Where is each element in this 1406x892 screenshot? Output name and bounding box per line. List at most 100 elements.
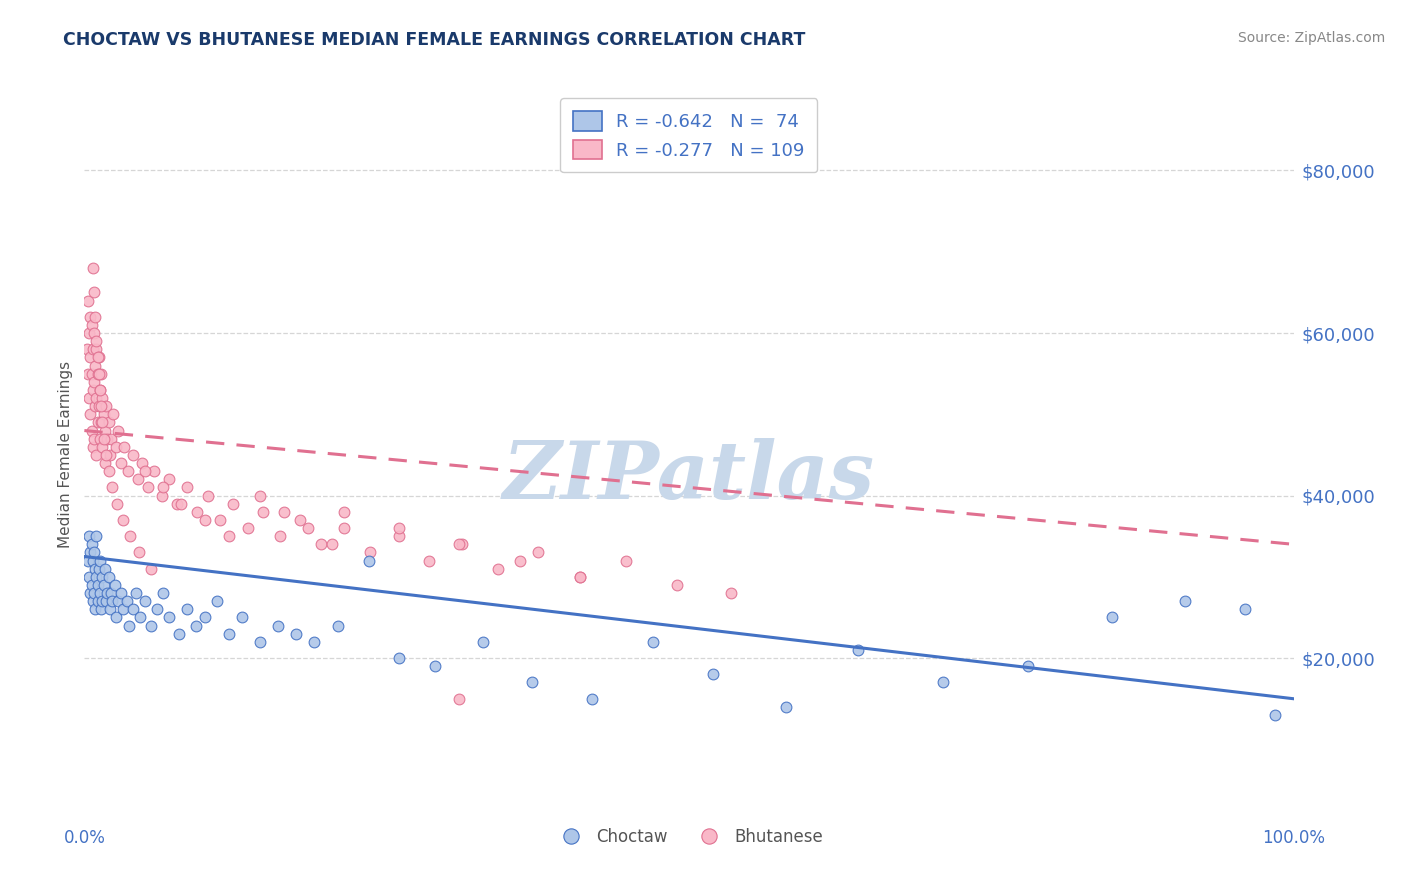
Point bbox=[86, 334, 108, 348]
Point bbox=[932, 675, 955, 690]
Point bbox=[118, 618, 141, 632]
Point bbox=[94, 562, 117, 576]
Point bbox=[105, 497, 128, 511]
Point bbox=[79, 351, 101, 365]
Point bbox=[288, 513, 311, 527]
Point bbox=[90, 367, 112, 381]
Point bbox=[1101, 610, 1123, 624]
Point bbox=[96, 586, 118, 600]
Point bbox=[86, 391, 108, 405]
Point bbox=[143, 464, 166, 478]
Point bbox=[84, 562, 107, 576]
Point bbox=[100, 432, 122, 446]
Point bbox=[90, 416, 112, 430]
Point bbox=[83, 432, 105, 446]
Point bbox=[194, 513, 217, 527]
Point bbox=[333, 505, 356, 519]
Point bbox=[83, 375, 105, 389]
Point bbox=[112, 513, 135, 527]
Point bbox=[1174, 594, 1197, 608]
Point bbox=[121, 602, 143, 616]
Point bbox=[134, 594, 156, 608]
Point bbox=[93, 578, 115, 592]
Point bbox=[129, 610, 152, 624]
Point bbox=[249, 635, 271, 649]
Point bbox=[82, 594, 104, 608]
Point bbox=[418, 553, 440, 567]
Point bbox=[117, 464, 139, 478]
Point bbox=[91, 570, 114, 584]
Point bbox=[665, 578, 688, 592]
Point bbox=[89, 432, 111, 446]
Point bbox=[83, 586, 105, 600]
Point bbox=[581, 691, 603, 706]
Point bbox=[91, 440, 114, 454]
Point bbox=[176, 480, 198, 494]
Point bbox=[91, 391, 114, 405]
Point bbox=[86, 351, 108, 365]
Point bbox=[77, 570, 100, 584]
Point bbox=[79, 407, 101, 421]
Point bbox=[449, 537, 471, 551]
Point bbox=[76, 343, 98, 357]
Point bbox=[134, 464, 156, 478]
Point bbox=[138, 480, 160, 494]
Point bbox=[96, 432, 118, 446]
Point bbox=[184, 618, 207, 632]
Point bbox=[509, 553, 531, 567]
Point bbox=[388, 521, 411, 535]
Point bbox=[170, 497, 193, 511]
Point bbox=[131, 456, 153, 470]
Point bbox=[104, 578, 127, 592]
Point bbox=[107, 424, 129, 438]
Point bbox=[79, 545, 101, 559]
Point bbox=[97, 416, 120, 430]
Point bbox=[207, 594, 229, 608]
Point bbox=[388, 651, 411, 665]
Point bbox=[486, 562, 509, 576]
Point bbox=[86, 570, 108, 584]
Point bbox=[267, 618, 290, 632]
Point bbox=[775, 699, 797, 714]
Legend: Choctaw, Bhutanese: Choctaw, Bhutanese bbox=[548, 822, 830, 853]
Point bbox=[152, 480, 174, 494]
Point bbox=[311, 537, 333, 551]
Point bbox=[93, 432, 115, 446]
Point bbox=[86, 578, 108, 592]
Point bbox=[80, 537, 103, 551]
Point bbox=[87, 562, 110, 576]
Point bbox=[139, 618, 162, 632]
Point bbox=[94, 456, 117, 470]
Point bbox=[83, 285, 105, 300]
Point bbox=[77, 293, 100, 308]
Point bbox=[104, 440, 127, 454]
Point bbox=[79, 310, 101, 324]
Point bbox=[297, 521, 319, 535]
Y-axis label: Median Female Earnings: Median Female Earnings bbox=[58, 361, 73, 549]
Point bbox=[321, 537, 343, 551]
Point bbox=[90, 602, 112, 616]
Point bbox=[236, 521, 259, 535]
Point bbox=[157, 472, 180, 486]
Point bbox=[1234, 602, 1257, 616]
Point bbox=[527, 545, 550, 559]
Point bbox=[302, 635, 325, 649]
Point bbox=[197, 489, 219, 503]
Point bbox=[103, 407, 125, 421]
Point bbox=[121, 448, 143, 462]
Point bbox=[449, 691, 471, 706]
Point bbox=[115, 594, 138, 608]
Point bbox=[110, 456, 132, 470]
Point bbox=[77, 367, 100, 381]
Point bbox=[101, 480, 124, 494]
Point bbox=[269, 529, 291, 543]
Point bbox=[1017, 659, 1039, 673]
Point bbox=[222, 497, 245, 511]
Point bbox=[127, 472, 149, 486]
Point bbox=[77, 391, 100, 405]
Point bbox=[98, 602, 121, 616]
Point bbox=[120, 529, 142, 543]
Point bbox=[91, 594, 114, 608]
Point bbox=[84, 602, 107, 616]
Point bbox=[357, 553, 380, 567]
